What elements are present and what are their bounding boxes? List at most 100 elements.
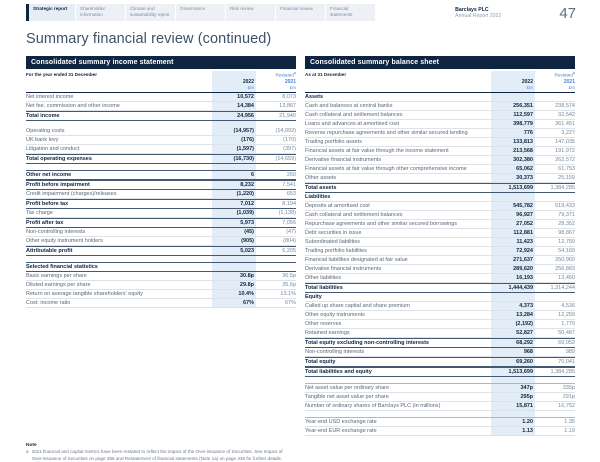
tab-financial-statements[interactable]: Financial statements [326, 4, 376, 21]
page-title: Summary financial review (continued) [26, 31, 272, 47]
value-2021: (14,659) [275, 155, 297, 162]
value-2021: 238,574 [555, 102, 575, 109]
value-2022: 213,568 [491, 146, 535, 155]
income-statement-column-headers: For the year ended 31 December 2022 £m R… [26, 69, 296, 93]
value-2022: 10.4% [212, 289, 256, 298]
value-2022: 11,423 [491, 237, 535, 246]
value-2021: 1,314,244 [550, 284, 575, 291]
value-2022: 16,193 [491, 273, 535, 282]
value-2022: 295p [491, 392, 535, 401]
value-2022 [212, 163, 256, 170]
value-2022: 302,380 [491, 155, 535, 164]
page-number: 47 [559, 5, 576, 22]
tab-strategic-report[interactable]: Strategic report [26, 4, 76, 21]
row-label: Financial assets at fair value through o… [305, 165, 467, 172]
value-2021: 92,542 [558, 111, 575, 118]
value-2021: (47) [286, 228, 296, 235]
value-2021: (397) [283, 145, 296, 152]
row-label: Equity [305, 293, 322, 300]
footnote: Note a 2021 financial and capital metric… [26, 443, 288, 462]
table-row: Cash collateral and settlement balances 9… [305, 210, 575, 220]
value-2021: 3,227 [561, 129, 575, 136]
table-row: Non-controlling interests 968 989 [305, 347, 575, 357]
tab-governance[interactable]: Governance [176, 4, 226, 21]
value-2022: 1,513,699 [491, 183, 535, 192]
row-label: Total equity excluding non-controlling i… [305, 339, 429, 346]
value-2022: 5,023 [212, 246, 256, 255]
value-2022: 133,813 [491, 137, 535, 146]
value-2022: 545,782 [491, 201, 535, 210]
row-label: Tangible net asset value per share [305, 393, 389, 400]
value-2021: 28,352 [558, 220, 575, 227]
table-row: Litigation and conduct (1,597) (397) [26, 144, 296, 154]
value-2022: 347p [491, 383, 535, 392]
value-2021: 260 [286, 171, 296, 178]
value-2022: (1,039) [212, 208, 256, 217]
table-row: Financial liabilities designated at fair… [305, 255, 575, 265]
value-2021: 36.5p [282, 272, 296, 279]
table-row: Equity [305, 292, 575, 302]
row-label: Selected financial statistics [26, 263, 98, 270]
value-2021: 147,035 [555, 138, 575, 145]
table-row: Selected financial statistics [26, 261, 296, 272]
table-row: Repurchase agreements and other similar … [305, 219, 575, 229]
row-label: Litigation and conduct [26, 145, 80, 152]
value-2022: 112,881 [491, 228, 535, 237]
value-2021: 35.6p [282, 281, 296, 288]
tab-climate-and-sustainability-report[interactable]: Climate and sustainability report [126, 4, 176, 21]
balance-sheet-column-headers: As at 31 December 2022 £m Restateda 2021… [305, 69, 575, 93]
table-row: Net fee, commission and other income 14,3… [26, 101, 296, 111]
column-year: 2021 [284, 78, 296, 85]
table-row: Tangible net asset value per share 295p 29… [305, 392, 575, 402]
table-row: Cost: income ratio 67% 67% [26, 298, 296, 308]
value-2021: 256,883 [555, 265, 575, 272]
row-label: Year-end EUR exchange rate [305, 427, 377, 434]
value-2021: 8,073 [282, 93, 296, 100]
value-2022: 24,956 [212, 111, 256, 120]
table-gap-row [305, 376, 575, 383]
value-2021: 519,433 [555, 202, 575, 209]
value-2022: 5,973 [212, 218, 256, 227]
table-row: Cash and balances at central banks 256,35… [305, 101, 575, 111]
row-label: Year-end USD exchange rate [305, 418, 377, 425]
table-row: Other assets 30,373 25,159 [305, 173, 575, 183]
tab-financial-review[interactable]: Financial review [276, 4, 326, 21]
table-row: Profit before impairment 8,232 7,541 [26, 179, 296, 190]
value-2022: 30,373 [491, 173, 535, 182]
balance-sheet-table: Consolidated summary balance sheet As at… [305, 56, 575, 436]
row-label: Non-controlling interests [305, 348, 365, 355]
value-2022 [212, 255, 256, 262]
row-label: Subordinated liabilities [305, 238, 361, 245]
value-2022: 65,062 [491, 164, 535, 173]
column-year: 2022 [521, 78, 533, 85]
value-2021: 50,487 [558, 329, 575, 336]
table-row: Total equity excluding non-controlling i… [305, 337, 575, 348]
value-2022: 112,597 [491, 110, 535, 119]
row-label: Cash collateral and settlement balances [305, 111, 403, 118]
value-2021: 6,205 [282, 247, 296, 254]
row-label: Total income [26, 112, 60, 119]
table-row: Total liabilities and equity 1,513,699 1,3… [305, 366, 575, 377]
row-label: Basic earnings per share [26, 272, 87, 279]
value-2022: (1,220) [212, 189, 256, 198]
footnote-text: 2021 financial and capital metrics have … [31, 448, 283, 461]
value-2022: 72,924 [491, 246, 535, 255]
footnote-marker: a [26, 448, 29, 454]
value-2022: 8,232 [212, 180, 256, 189]
value-2021: 4,536 [561, 302, 575, 309]
table-row: Net interest income 10,572 8,073 [26, 92, 296, 102]
column-header-2022: 2022 £m [212, 71, 256, 92]
row-label: Debt securities in issue [305, 229, 362, 236]
row-label: Cash and balances at central banks [305, 102, 393, 109]
value-2022: 69,260 [491, 357, 535, 366]
table-row: Total liabilities 1,444,439 1,314,244 [305, 282, 575, 293]
table-row: Total operating expenses (16,730) (14,659) [26, 153, 297, 164]
row-label: Operating costs [26, 127, 65, 134]
table-row: Retained earnings 52,827 50,487 [305, 328, 575, 338]
value-2022: 776 [491, 128, 535, 137]
row-label: Profit before impairment [26, 181, 90, 188]
tab-shareholder-information[interactable]: Shareholder information [76, 4, 126, 21]
row-label: Attributable profit [26, 247, 73, 254]
tab-risk-review[interactable]: Risk review [226, 4, 276, 21]
table-row: Trading portfolio liabilities 72,924 54,16… [305, 246, 575, 256]
